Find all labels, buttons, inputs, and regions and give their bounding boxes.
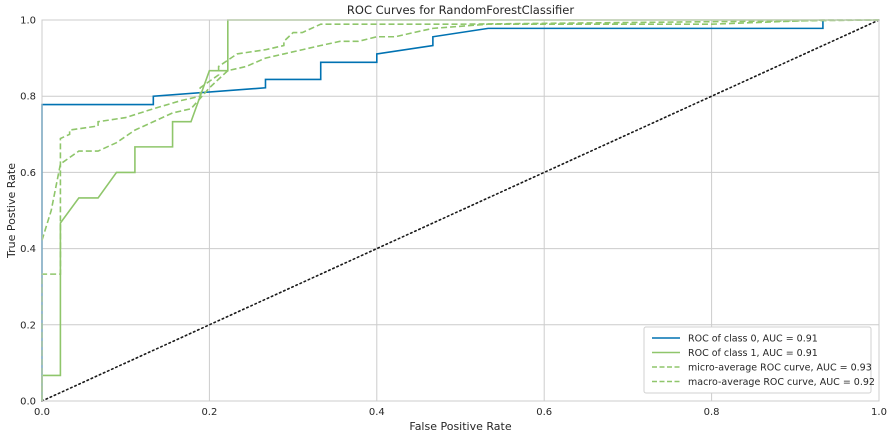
plot-frame — [41, 19, 880, 402]
plot-border — [41, 19, 880, 402]
y-tick-label: 0.8 — [20, 92, 36, 103]
legend-label-1: ROC of class 1, AUC = 0.91 — [688, 348, 818, 359]
x-tick-label: 0.6 — [536, 407, 552, 418]
y-tick-label: 0.4 — [20, 244, 36, 255]
y-tick-label: 0.6 — [20, 168, 36, 179]
x-tick-label: 0.8 — [704, 407, 720, 418]
chart-title: ROC Curves for RandomForestClassifier — [347, 3, 574, 17]
x-axis-ticks: 0.0 0.2 0.4 0.6 0.8 1.0 — [34, 407, 887, 418]
series-line-2 — [41, 19, 880, 401]
x-tick-label: 0.4 — [369, 407, 385, 418]
legend-label-2: micro-average ROC curve, AUC = 0.93 — [688, 363, 872, 374]
y-tick-label: 0.2 — [20, 320, 36, 331]
legend-box — [643, 326, 872, 394]
y-tick-label: 0.0 — [20, 397, 36, 408]
x-axis-label: False Positive Rate — [409, 420, 511, 433]
y-axis-ticks: 0.0 0.2 0.4 0.6 0.8 1.0 — [20, 16, 36, 408]
x-tick-label: 0.0 — [34, 407, 50, 418]
legend-label-3: macro-average ROC curve, AUC = 0.92 — [688, 377, 875, 388]
legend-label-0: ROC of class 0, AUC = 0.91 — [688, 334, 818, 345]
legend: ROC of class 0, AUC = 0.91 ROC of class 1… — [643, 326, 875, 394]
x-tick-label: 1.0 — [871, 407, 887, 418]
reference-line-group — [41, 19, 880, 402]
series-group — [41, 19, 880, 401]
x-tick-label: 0.2 — [201, 407, 217, 418]
series-line-3 — [41, 19, 879, 241]
y-axis-label: True Postive Rate — [5, 163, 18, 259]
y-tick-label: 1.0 — [20, 16, 36, 27]
series-line-0 — [41, 20, 824, 401]
reference-line — [41, 19, 880, 402]
